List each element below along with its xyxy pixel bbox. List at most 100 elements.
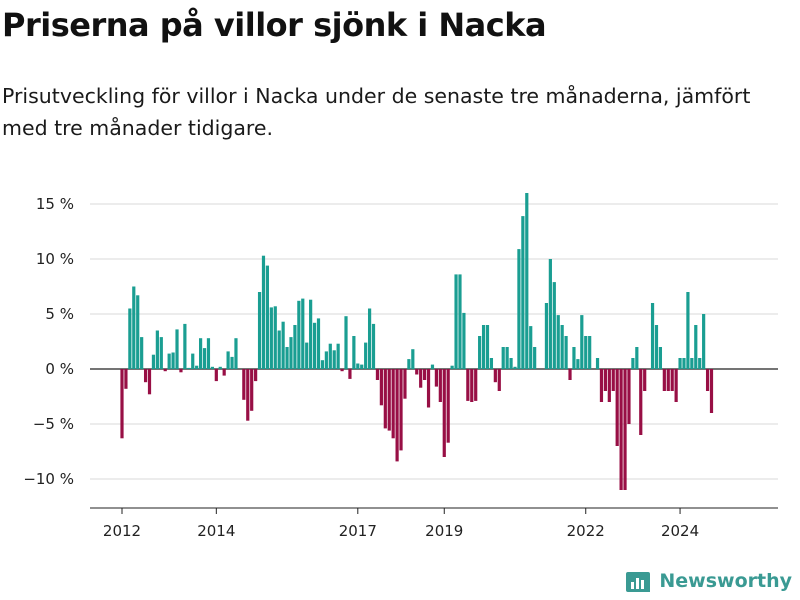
bar-chart: 15 % 10 % 5 % 0 % −5 % −10 % 2012 2014 2017 2019… [23,0,778,540]
bar [289,337,293,369]
bar [419,369,423,388]
bar [525,193,529,369]
bar [167,353,171,369]
bar [352,336,356,369]
bar [285,347,289,369]
bar [619,369,623,490]
bar [517,249,521,369]
bar [654,325,659,369]
bar [462,312,466,369]
y-tick-label: 10 % [36,250,74,268]
y-tick-label: 5 % [45,305,74,323]
bar [356,363,360,369]
bar [552,282,556,369]
bar [478,336,482,369]
bar [403,369,407,399]
bar [458,274,462,369]
bar [521,216,525,369]
bar [584,336,588,369]
bar [599,369,604,402]
bar [533,347,537,369]
bar [666,369,670,391]
bar [395,369,399,462]
bar [230,356,234,369]
bar [136,295,140,369]
bar [674,369,678,402]
bar [572,347,576,369]
bar [206,338,211,369]
bar [171,352,175,369]
bar [489,358,494,369]
bar [143,369,148,383]
bar [324,351,328,369]
brand-name: Newsworthy [659,570,792,592]
newsworthy-logo-icon [626,572,651,592]
bar [175,329,179,369]
bar [694,325,698,369]
bar [344,316,348,369]
bar [371,323,376,369]
bars [120,193,714,490]
bar [505,347,509,369]
bar [454,274,458,369]
bar [199,338,203,369]
bar [513,366,517,369]
bar [214,369,218,382]
bar [261,255,266,369]
bar [474,369,478,401]
bar [603,369,607,391]
bar [222,369,226,376]
bar [650,303,655,369]
x-axis: 2012 2014 2017 2019 2022 2024 [90,507,778,540]
bar [281,321,285,369]
bar [509,358,513,369]
chart-subtitle: Prisutveckling för villor i Nacka under … [2,84,751,140]
bar [265,265,270,369]
bar [564,336,568,369]
bar [202,348,207,369]
bar [163,369,167,372]
bar [246,369,250,421]
bar [383,369,387,429]
bar [615,369,619,446]
bar [415,369,419,375]
bar [124,369,128,389]
bar [273,306,277,369]
bar [426,369,431,408]
bar [635,347,639,369]
newsworthy-logo: Newsworthy [625,568,792,594]
bar [340,369,344,372]
bar [423,369,427,380]
bar [670,369,674,391]
chart-title: Priserna på villor sjönk i Nacka [2,6,547,44]
bar [269,307,273,369]
bar [682,358,686,369]
bar [375,369,380,380]
bar [662,369,666,391]
bar [623,369,627,490]
bar [411,349,415,369]
bar [466,369,470,401]
bar [348,369,352,379]
bar [446,369,450,443]
bar [702,314,706,369]
annotations: −4 % [713,0,754,4]
bar [195,365,199,369]
bar [686,292,690,369]
bar [438,369,442,402]
bar [631,358,635,369]
bar [658,347,663,369]
bar [387,369,391,431]
bar [698,358,702,369]
y-tick-label: −5 % [33,415,74,433]
bar [155,330,159,369]
bar [140,337,144,369]
x-tick-label: 2012 [103,522,141,540]
bar [501,347,505,369]
bar [407,359,411,369]
x-tick-label: 2022 [567,522,605,540]
bar [218,366,222,369]
bar [548,259,552,369]
bar [709,369,714,413]
bar [627,369,631,424]
